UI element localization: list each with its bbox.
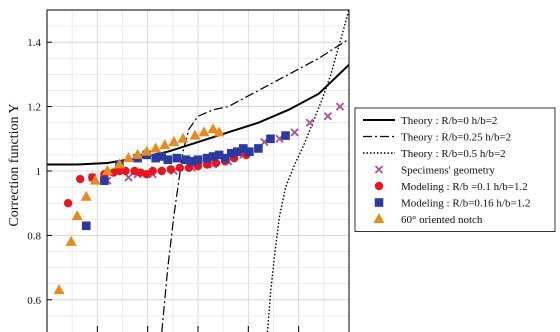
data-point [202,160,212,169]
data-point [305,118,314,127]
data-point [132,148,144,159]
data-point [202,153,212,163]
data-point [115,166,124,176]
data-point [245,147,254,156]
data-point [281,131,290,140]
legend-marker-swatch [374,181,384,191]
y-tick-label: 1.2 [27,102,41,114]
data-point [181,155,191,165]
data-point [323,112,332,121]
data-point [151,153,161,163]
data-point [290,128,299,137]
data-point [232,147,242,156]
data-point [172,153,182,163]
legend-item: Theory : R/b=0.25 h/b=2 [363,132,511,144]
data-point [100,176,109,185]
legend-item: Specimens' geometry [374,165,495,177]
data-point [266,134,275,144]
y-axis-label: Correction function Y [7,103,22,226]
data-point [141,145,153,156]
data-point [148,166,157,176]
legend-box [354,107,556,232]
legend-item: 60° oriented notch [373,213,483,226]
data-point [166,165,176,174]
data-point [163,155,173,165]
series-theory-r-b-0-25-h-b-2 [161,38,349,332]
data-point [159,139,171,150]
data-point [65,235,77,246]
data-point [123,152,135,163]
legend-label: Theory : R/b=0.5 h/b=2 [401,148,506,160]
data-point [187,157,197,166]
data-point [335,102,345,111]
grid [47,10,349,332]
series-theory-r-b-0-h-b-2 [47,64,349,166]
data-point [101,165,113,175]
y-tick-label: 0.6 [27,295,41,307]
series-layer [47,10,349,332]
legend: Theory : R/b=0 h/b=2 Theory : R/b=0.25 h/… [354,107,556,232]
data-point [121,166,130,176]
plot-frame [46,9,350,332]
data-point [71,210,83,221]
y-tick-label: 0.8 [27,230,41,242]
data-point [207,123,219,134]
legend-label: 60° oriented notch [401,214,483,226]
data-point [198,126,210,137]
data-point [53,284,65,295]
series-60-oriented-notch [53,123,225,295]
data-point [189,129,201,140]
data-point [213,126,225,137]
data-point [80,190,92,201]
y-axis-ticks: 0.6 0.8 1 1.2 1.4 [27,37,300,332]
data-point [76,174,85,184]
y-tick-label: 1.4 [27,37,41,49]
series-line [161,38,349,332]
series-theory-r-b-0-5-h-b-2 [266,10,349,332]
legend-label: Modeling : R/b =0.1 h/b=1.2 [401,181,528,193]
y-tick-label: 1 [36,166,42,178]
series-line [266,10,349,332]
data-point [157,166,166,176]
data-point [214,150,224,160]
legend-item: Theory : R/b=0 h/b=2 [363,115,497,127]
series-line [47,64,349,166]
legend-item: Theory : R/b=0.5 h/b=2 [363,148,506,160]
legend-label: Theory : R/b=0 h/b=2 [401,115,497,127]
data-point [175,163,185,172]
data-point [226,148,236,158]
data-point [220,153,230,163]
legend-label: Specimens' geometry [401,165,495,177]
legend-marker-swatch [373,213,385,223]
legend-marker-swatch [374,165,384,174]
legend-item: Modeling : R/b=0.16 h/b=1.2 [374,198,530,210]
data-point [150,142,162,153]
data-point [89,174,101,185]
data-point [254,144,263,153]
data-point [208,152,218,161]
data-point [63,199,73,208]
data-point [193,155,203,165]
legend-item: Modeling : R/b =0.1 h/b=1.2 [374,181,528,193]
legend-marker-swatch [374,198,384,207]
data-point [184,163,194,172]
data-point [157,152,167,161]
legend-label: Modeling : R/b=0.16 h/b=1.2 [401,198,530,210]
data-point [81,221,91,231]
legend-label: Theory : R/b=0.25 h/b=2 [401,132,511,144]
data-point [211,158,221,168]
data-point [168,136,180,147]
data-point [113,158,125,169]
data-point [239,144,248,153]
data-point [177,132,189,143]
